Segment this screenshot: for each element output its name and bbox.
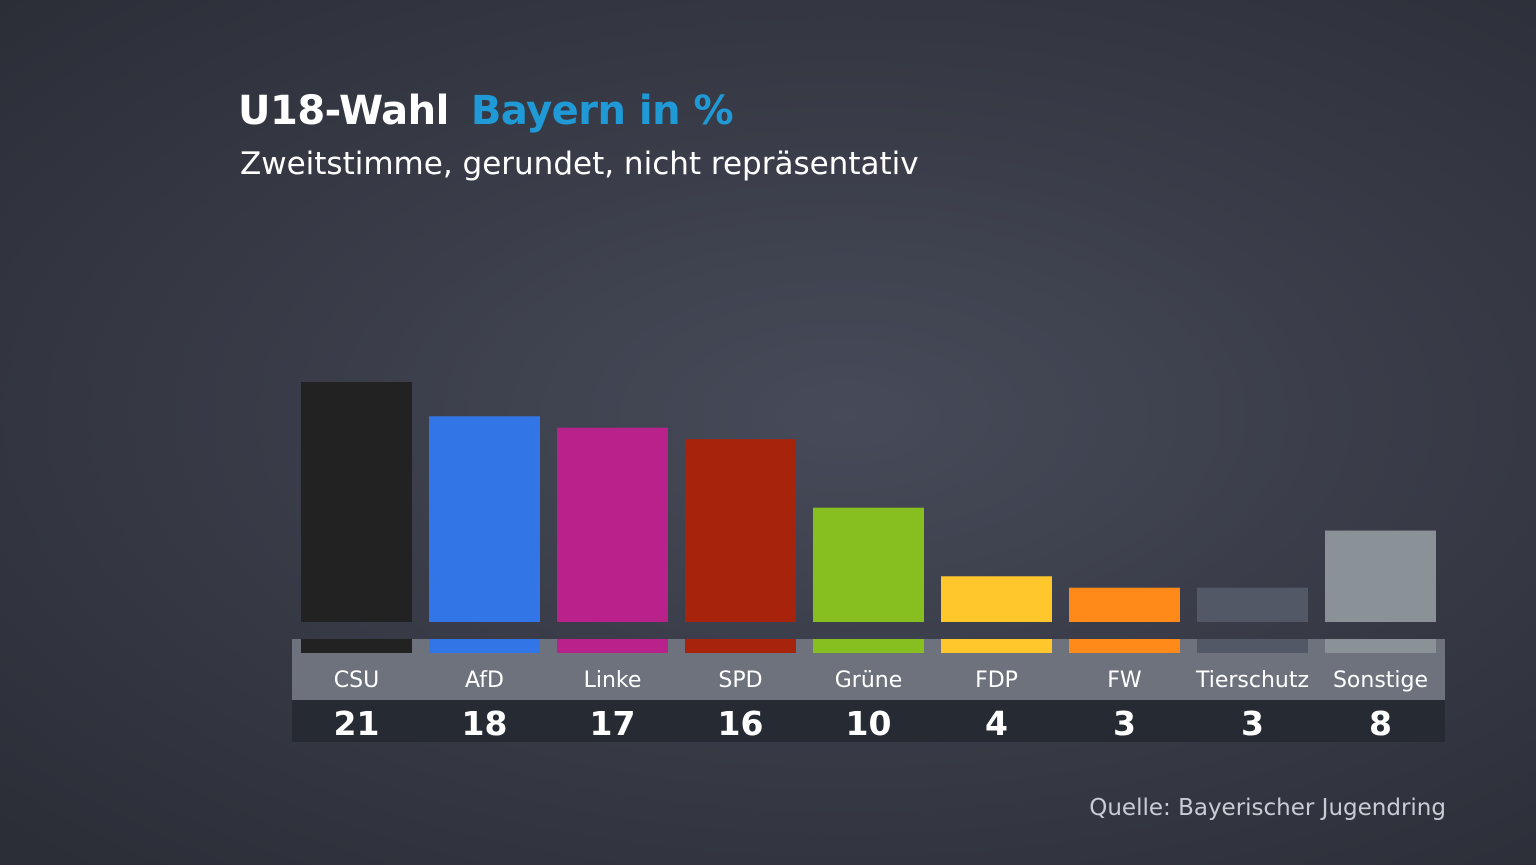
bar-color-strip	[685, 639, 796, 653]
value-label: 8	[1369, 704, 1392, 743]
bar-color-strip	[813, 639, 924, 653]
category-label: CSU	[334, 668, 379, 693]
bar-color-strip	[1069, 639, 1180, 653]
category-label: Linke	[584, 668, 642, 693]
category-label: SPD	[718, 668, 762, 693]
bar-linke	[557, 427, 668, 622]
category-label: FW	[1107, 668, 1142, 693]
bar-tierschutz	[1197, 587, 1308, 622]
bar-sonstige	[1325, 530, 1436, 622]
bar-csu	[301, 382, 412, 622]
value-label: 16	[718, 704, 764, 743]
value-label: 4	[985, 704, 1008, 743]
chart-title-row: U18-Wahl Bayern in %	[238, 88, 734, 134]
chart-title-accent: Bayern in %	[470, 88, 734, 134]
bar-color-strip	[557, 639, 668, 653]
bar-color-strip	[301, 639, 412, 653]
bar-fw	[1069, 587, 1180, 622]
value-label: 18	[462, 704, 508, 743]
category-label: Sonstige	[1333, 668, 1428, 693]
category-label: FDP	[975, 668, 1018, 693]
value-label: 17	[590, 704, 636, 743]
bar-color-strip	[1325, 639, 1436, 653]
value-label: 21	[334, 704, 380, 743]
bar-color-strip	[941, 639, 1052, 653]
source-note: Quelle: Bayerischer Jugendring	[1089, 795, 1446, 821]
bar-grüne	[813, 507, 924, 622]
bar-color-strip	[1197, 639, 1308, 653]
chart-subtitle: Zweitstimme, gerundet, nicht repräsentat…	[240, 146, 919, 182]
value-label-band	[292, 700, 1445, 742]
bar-fdp	[941, 576, 1052, 622]
bar-spd	[685, 439, 796, 622]
category-label: Tierschutz	[1195, 668, 1309, 693]
value-label: 3	[1113, 704, 1136, 743]
category-label: AfD	[465, 668, 504, 693]
chart-title: U18-Wahl	[238, 88, 449, 134]
bar-color-strip	[429, 639, 540, 653]
bar-afd	[429, 416, 540, 622]
category-label: Grüne	[835, 668, 903, 693]
value-label: 10	[846, 704, 892, 743]
value-label: 3	[1241, 704, 1264, 743]
